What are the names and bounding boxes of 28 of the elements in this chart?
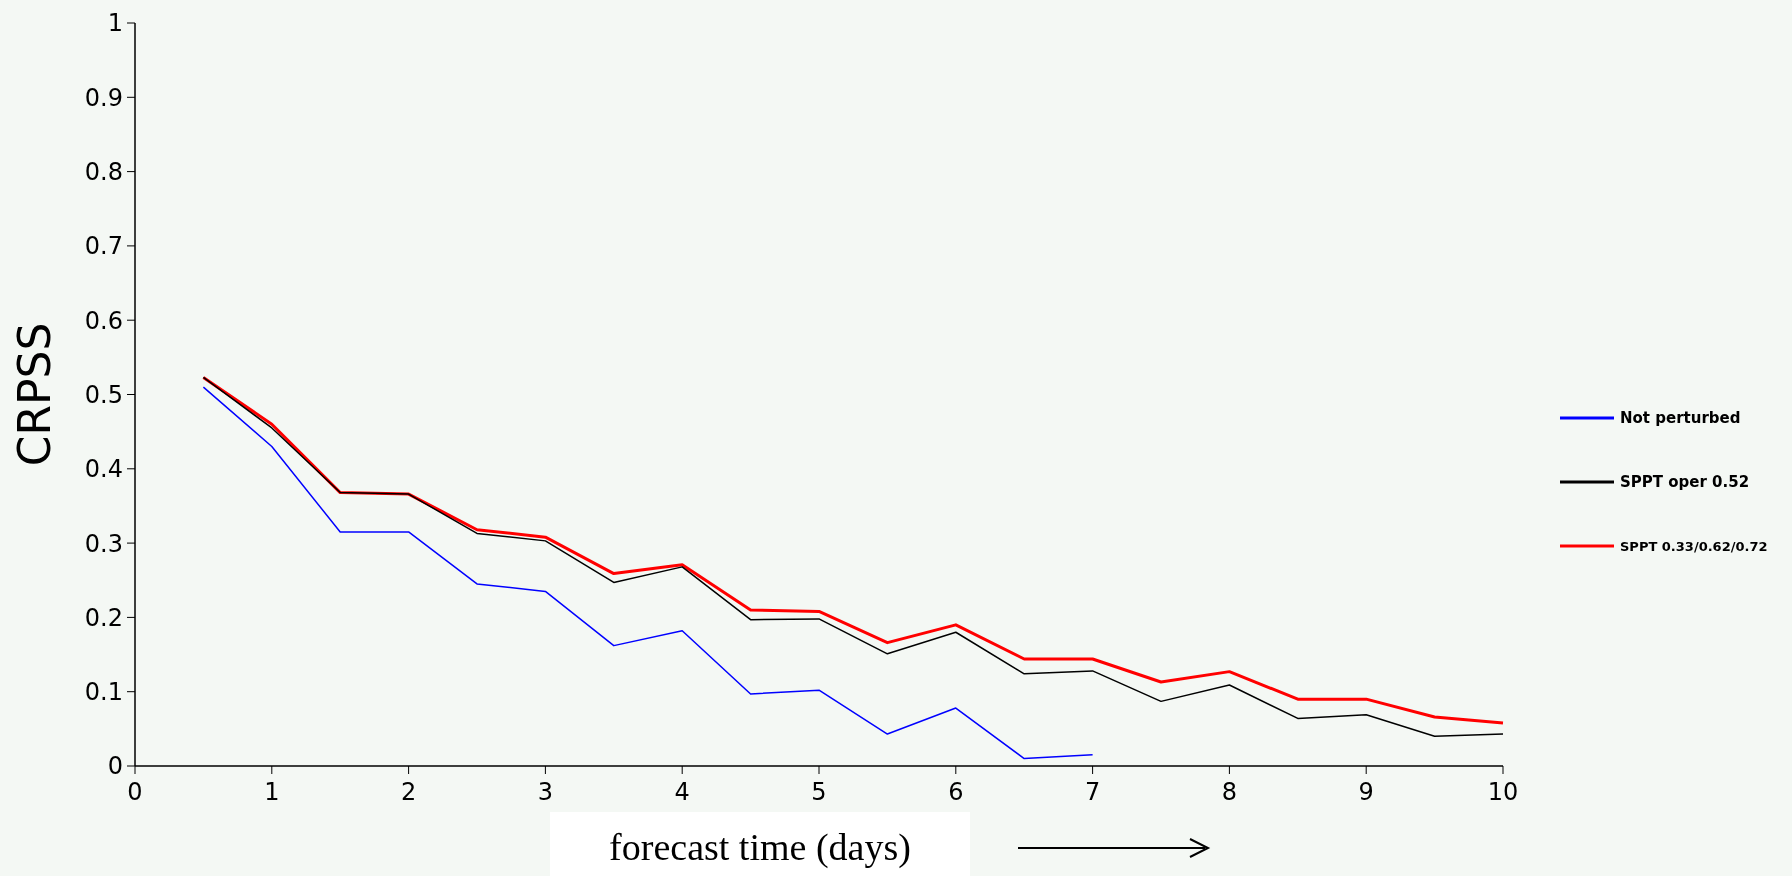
legend-label: Not perturbed bbox=[1620, 409, 1741, 428]
x-tick-label: 7 bbox=[1084, 778, 1101, 806]
x-tick-label: 8 bbox=[1221, 778, 1238, 806]
x-tick-label: 9 bbox=[1358, 778, 1374, 806]
x-tick-label: 5 bbox=[811, 778, 827, 806]
legend-label: SPPT 0.33/0.62/0.72 bbox=[1620, 538, 1768, 554]
y-tick-label: 0.7 bbox=[84, 232, 123, 261]
x-tick-label: 3 bbox=[537, 778, 554, 806]
legend-label: SPPT oper 0.52 bbox=[1620, 473, 1750, 492]
y-tick-label: 0.4 bbox=[84, 455, 123, 484]
y-tick-label: 0.5 bbox=[84, 380, 123, 409]
y-tick-label: 0.1 bbox=[84, 678, 123, 707]
x-tick-label: 0 bbox=[127, 778, 143, 806]
y-tick-label: 0.8 bbox=[84, 158, 123, 186]
x-axis-title: forecast time (days) bbox=[609, 826, 911, 869]
y-tick-label: 1 bbox=[107, 9, 123, 38]
y-tick-label: 0.9 bbox=[84, 83, 123, 112]
y-axis-title: CRPSS bbox=[9, 322, 60, 467]
y-tick-label: 0 bbox=[107, 752, 123, 781]
x-tick-label: 2 bbox=[400, 778, 417, 806]
x-tick-label: 4 bbox=[674, 778, 690, 806]
x-tick-label: 6 bbox=[948, 778, 964, 806]
y-tick-label: 0.2 bbox=[84, 603, 123, 632]
line-series bbox=[202, 386, 1094, 760]
x-tick-label: 1 bbox=[264, 778, 280, 806]
y-tick-label: 0.6 bbox=[84, 306, 123, 335]
x-tick-label: 10 bbox=[1487, 778, 1519, 806]
y-tick-label: 0.3 bbox=[84, 529, 123, 558]
